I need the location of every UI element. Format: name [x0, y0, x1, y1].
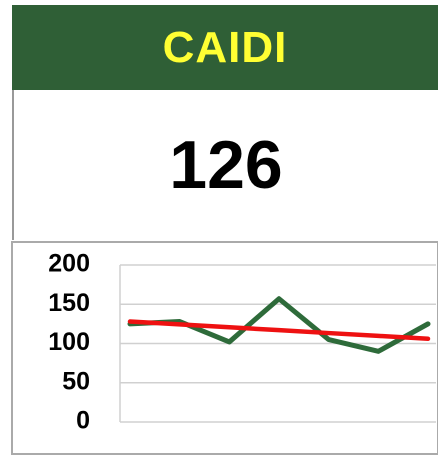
- card-header: CAIDI: [12, 5, 438, 90]
- y-tick-label: 50: [62, 367, 90, 395]
- y-tick-label: 100: [48, 328, 90, 356]
- sparkline-chart: 0 50 100 150 200: [11, 241, 438, 455]
- y-tick-label: 150: [48, 289, 90, 317]
- chart-frame: [11, 241, 438, 455]
- y-tick-label: 0: [76, 407, 90, 435]
- data-line: [127, 296, 431, 354]
- card-title: CAIDI: [162, 22, 288, 72]
- trend-line: [127, 319, 431, 342]
- y-tick-label: 200: [48, 250, 90, 278]
- kpi-value: 126: [12, 90, 438, 240]
